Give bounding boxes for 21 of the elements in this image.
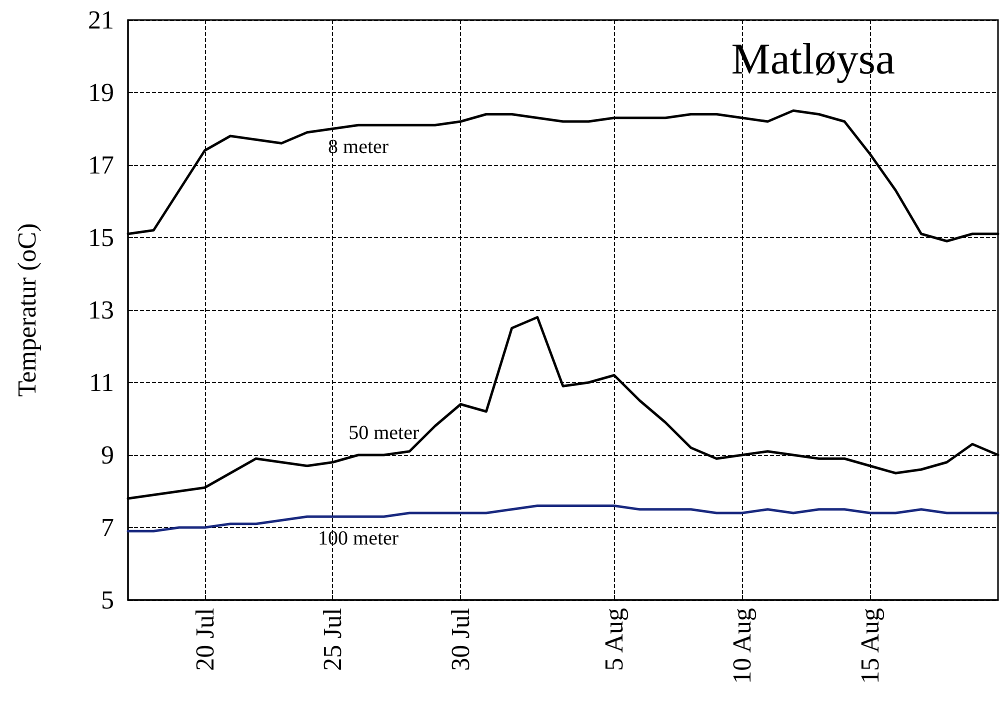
y-tick-label: 17 (88, 150, 114, 180)
series-label: 8 meter (328, 136, 389, 158)
y-tick-label: 19 (88, 78, 114, 107)
x-tick-label: 15 Aug (856, 608, 885, 684)
y-tick-label: 7 (101, 513, 114, 542)
y-tick-label: 5 (101, 586, 114, 614)
line-series (126, 504, 1000, 532)
chart-title: Matløysa (731, 34, 896, 84)
x-tick-label: 10 Aug (728, 608, 757, 684)
y-tick-label: 9 (101, 440, 114, 470)
x-tick-label: 25 Jul (318, 608, 348, 671)
x-tick-label: 30 Jul (446, 608, 476, 671)
y-tick-label: 11 (88, 368, 114, 397)
x-tick-label: 20 Jul (190, 608, 220, 671)
x-tick-label: 5 Aug (600, 608, 629, 671)
series-label: 100 meter (318, 528, 399, 550)
y-tick-label: 13 (88, 296, 114, 324)
y-tick-label: 15 (88, 223, 114, 252)
series-label: 50 meter (348, 422, 420, 444)
y-axis-title: Temperatur (oC) (12, 223, 42, 397)
y-tick-label: 21 (88, 6, 114, 34)
